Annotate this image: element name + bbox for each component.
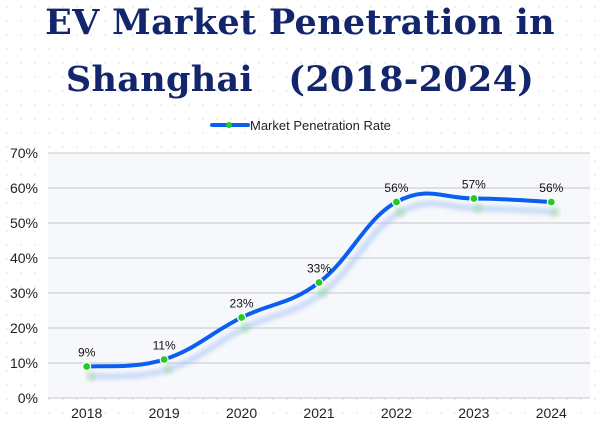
chart-title-line-1: EV Market Penetration in bbox=[45, 2, 555, 43]
x-tick-label: 2020 bbox=[226, 405, 257, 421]
data-point[interactable] bbox=[236, 312, 247, 323]
data-label: 9% bbox=[78, 346, 96, 360]
x-tick-label: 2022 bbox=[381, 405, 412, 421]
chart-title-line-2: Shanghai (2018-2024) bbox=[65, 59, 535, 100]
data-point[interactable] bbox=[159, 354, 169, 365]
data-point[interactable] bbox=[546, 197, 556, 207]
marker-shadow bbox=[550, 207, 561, 217]
x-tick-label: 2019 bbox=[149, 405, 180, 421]
legend-marker bbox=[226, 122, 232, 128]
legend-label: Market Penetration Rate bbox=[250, 118, 391, 133]
y-tick-label: 70% bbox=[10, 145, 38, 161]
data-label: 33% bbox=[307, 262, 331, 276]
data-point[interactable] bbox=[314, 277, 324, 288]
marker-shadow bbox=[318, 287, 328, 298]
y-tick-label: 60% bbox=[10, 180, 38, 196]
x-tick-label: 2023 bbox=[458, 405, 489, 421]
y-tick-label: 30% bbox=[10, 285, 38, 301]
marker-shadow bbox=[85, 371, 96, 382]
y-tick-label: 40% bbox=[10, 250, 38, 266]
y-tick-label: 10% bbox=[10, 355, 38, 371]
marker-shadow bbox=[163, 364, 174, 375]
marker-shadow bbox=[240, 322, 251, 333]
y-tick-label: 50% bbox=[10, 215, 38, 231]
data-point[interactable] bbox=[469, 193, 479, 204]
y-tick-label: 0% bbox=[18, 390, 38, 406]
x-tick-label: 2018 bbox=[71, 405, 102, 421]
x-tick-label: 2021 bbox=[303, 405, 334, 421]
data-label: 56% bbox=[539, 181, 563, 195]
data-label: 57% bbox=[462, 178, 486, 192]
plot-area bbox=[48, 153, 590, 398]
y-tick-label: 20% bbox=[10, 320, 38, 336]
marker-shadow bbox=[395, 207, 406, 217]
marker-shadow bbox=[472, 203, 483, 214]
data-label: 23% bbox=[230, 297, 254, 311]
legend: Market Penetration Rate bbox=[210, 118, 391, 133]
data-label: 11% bbox=[153, 339, 176, 353]
data-point[interactable] bbox=[82, 361, 92, 372]
data-label: 56% bbox=[384, 181, 408, 195]
x-tick-label: 2024 bbox=[536, 405, 567, 421]
data-point[interactable] bbox=[391, 197, 402, 207]
